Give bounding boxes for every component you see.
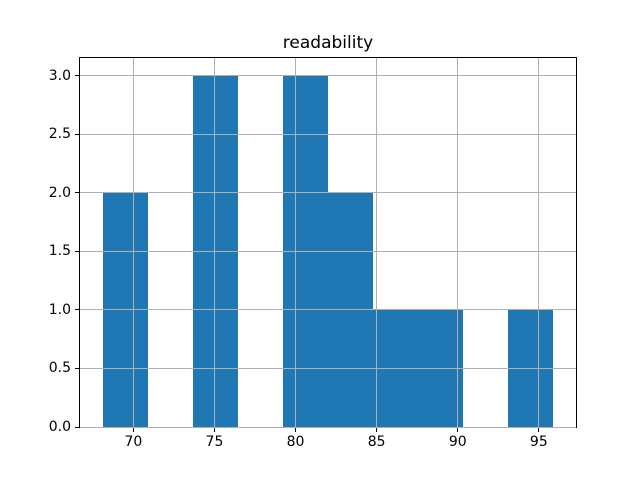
y-tick-label: 1.5 — [48, 243, 71, 260]
y-tick-mark — [75, 75, 79, 77]
gridline-horizontal — [80, 75, 576, 77]
y-tick-mark — [75, 309, 79, 311]
x-tick-label: 75 — [205, 434, 224, 450]
gridline-vertical — [457, 58, 459, 427]
y-tick-mark — [75, 133, 79, 135]
y-tick-label: 0.0 — [48, 419, 71, 435]
y-tick-label: 2.0 — [48, 184, 71, 201]
x-tick-mark — [132, 428, 134, 432]
gridline-horizontal — [80, 192, 576, 194]
x-tick-label: 95 — [529, 434, 548, 450]
plot-area — [79, 57, 577, 428]
x-tick-mark — [376, 428, 378, 432]
y-tick-mark — [75, 250, 79, 252]
gridline-horizontal — [80, 367, 576, 369]
y-tick-label: 1.0 — [48, 301, 71, 318]
gridline-vertical — [213, 58, 215, 427]
gridline-vertical — [295, 58, 297, 427]
y-tick-label: 0.5 — [48, 360, 71, 377]
y-tick-label: 2.5 — [48, 126, 71, 143]
y-tick-mark — [75, 367, 79, 369]
x-tick-label: 80 — [286, 434, 305, 450]
x-tick-mark — [538, 428, 540, 432]
y-tick-mark — [75, 192, 79, 194]
x-tick-label: 90 — [448, 434, 467, 450]
y-tick-mark — [75, 426, 79, 428]
gridline-vertical — [376, 58, 378, 427]
gridline-horizontal — [80, 133, 576, 135]
gridline-vertical — [538, 58, 540, 427]
gridline-horizontal — [80, 250, 576, 252]
x-tick-mark — [457, 428, 459, 432]
x-tick-mark — [295, 428, 297, 432]
y-tick-label: 3.0 — [48, 67, 71, 84]
x-tick-label: 85 — [367, 434, 386, 450]
gridline-vertical — [132, 58, 134, 427]
chart-title: readability — [282, 33, 374, 53]
gridline-horizontal — [80, 309, 576, 311]
x-tick-mark — [213, 428, 215, 432]
x-tick-label: 70 — [124, 434, 143, 450]
gridline-horizontal — [80, 426, 576, 428]
